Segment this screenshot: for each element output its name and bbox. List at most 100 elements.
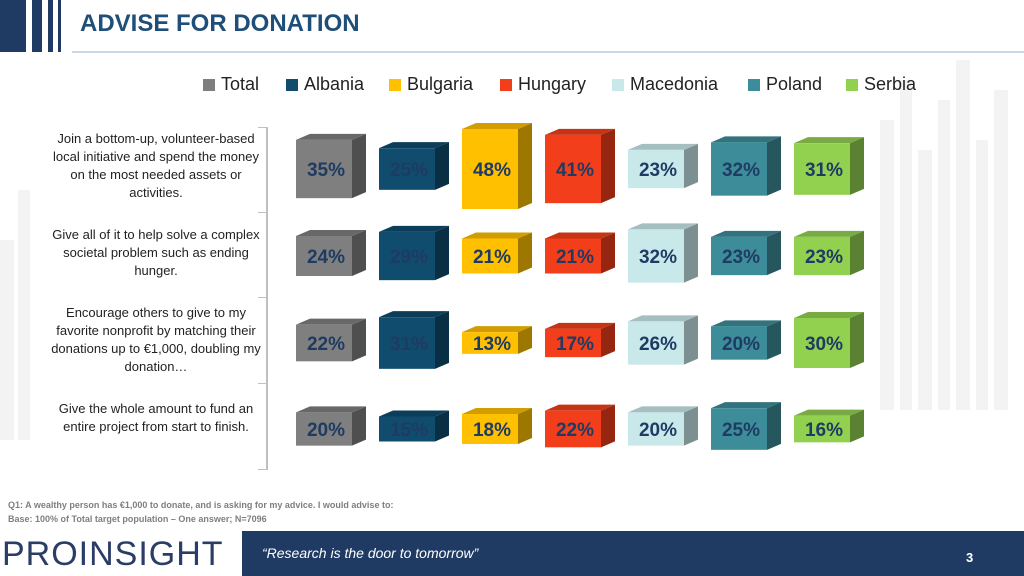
legend-label: Albania bbox=[304, 74, 365, 94]
bar-serbia-3 bbox=[794, 312, 864, 368]
bar-top bbox=[711, 402, 781, 409]
bar-side bbox=[352, 406, 366, 446]
bar-side bbox=[518, 232, 532, 274]
bar-chart: 35% 24% 22% 20% 25% 29% 31% 15% 48% 21% 13% 18% 41% 2… bbox=[296, 123, 864, 450]
data-label: 35% bbox=[307, 160, 345, 181]
bar-poland-4 bbox=[711, 402, 781, 450]
data-label: 26% bbox=[639, 334, 677, 355]
bar-front bbox=[794, 143, 850, 195]
legend-swatch bbox=[203, 78, 215, 91]
bar-total-2 bbox=[296, 230, 366, 276]
row-label-fund-project: Give the whole amount to fund an entire … bbox=[58, 401, 254, 434]
data-label: 25% bbox=[390, 160, 428, 181]
bar-front bbox=[545, 134, 601, 204]
data-label: 25% bbox=[722, 420, 760, 441]
data-label: 32% bbox=[722, 160, 760, 181]
bar-top bbox=[379, 225, 449, 232]
bar-side bbox=[518, 326, 532, 354]
legend-label: Serbia bbox=[864, 74, 917, 94]
bar-front bbox=[296, 412, 352, 446]
bar-top bbox=[545, 128, 615, 135]
bar-total-1 bbox=[296, 133, 366, 199]
bar-top bbox=[379, 311, 449, 318]
bar-side bbox=[684, 143, 698, 189]
bar-side bbox=[767, 230, 781, 276]
bar-top bbox=[296, 230, 366, 236]
bar-macedonia-3 bbox=[628, 315, 698, 365]
legend-swatch bbox=[500, 78, 512, 91]
bar-side bbox=[767, 136, 781, 196]
bar-top bbox=[794, 409, 864, 416]
corner-decoration bbox=[0, 0, 72, 52]
data-label: 20% bbox=[722, 334, 760, 355]
proinsight-logo: PROINSIGHT bbox=[2, 535, 224, 574]
legend-item-hungary: Hungary bbox=[500, 74, 586, 95]
bar-top bbox=[545, 404, 615, 411]
bar-side bbox=[435, 142, 449, 190]
data-label: 21% bbox=[556, 247, 594, 268]
bar-top bbox=[462, 123, 532, 129]
bar-albania-1 bbox=[379, 142, 449, 190]
bar-side bbox=[518, 408, 532, 444]
legend-item-total: Total bbox=[203, 74, 259, 95]
bar-front bbox=[545, 410, 601, 448]
data-label: 23% bbox=[639, 160, 677, 181]
bar-top bbox=[711, 136, 781, 143]
bar-front bbox=[628, 412, 684, 446]
data-label: 30% bbox=[805, 334, 843, 355]
data-label: 18% bbox=[473, 420, 511, 441]
row-label-local-initiative: Join a bottom-up, volunteer-based local … bbox=[53, 131, 259, 200]
bar-front bbox=[794, 415, 850, 443]
row-label-matching-donations: Encourage others to give to my favorite … bbox=[51, 305, 261, 374]
bar-hungary-1 bbox=[545, 128, 615, 204]
bar-side bbox=[850, 137, 864, 195]
bar-side bbox=[601, 322, 615, 358]
bar-total-4 bbox=[296, 406, 366, 446]
bar-poland-2 bbox=[711, 230, 781, 276]
bar-top bbox=[296, 318, 366, 325]
footer-quote: “Research is the door to tomorrow” bbox=[262, 545, 479, 561]
data-label: 22% bbox=[556, 420, 594, 441]
data-label: 15% bbox=[390, 420, 428, 441]
bar-side bbox=[850, 312, 864, 368]
bar-front bbox=[711, 408, 767, 450]
bar-macedonia-1 bbox=[628, 143, 698, 189]
data-label: 23% bbox=[722, 247, 760, 268]
chart-legend: Total Albania Bulgaria Hungary Macedonia… bbox=[0, 74, 1024, 98]
bar-macedonia-4 bbox=[628, 406, 698, 446]
bar-side bbox=[352, 318, 366, 362]
bar-front bbox=[296, 236, 352, 276]
bar-front bbox=[628, 149, 684, 189]
legend-swatch bbox=[846, 78, 858, 91]
bar-front bbox=[628, 321, 684, 365]
bar-poland-1 bbox=[711, 136, 781, 196]
bar-front bbox=[462, 414, 518, 444]
bar-side bbox=[435, 410, 449, 442]
legend-swatch bbox=[748, 78, 760, 91]
bar-top bbox=[794, 312, 864, 318]
data-label: 48% bbox=[473, 160, 511, 181]
data-label: 31% bbox=[805, 160, 843, 181]
data-label: 20% bbox=[639, 420, 677, 441]
bar-front bbox=[379, 317, 435, 369]
axis-tick bbox=[258, 127, 268, 128]
bar-side bbox=[601, 232, 615, 274]
axis-tick bbox=[258, 212, 268, 213]
bar-top bbox=[296, 133, 366, 140]
legend-label: Poland bbox=[766, 74, 823, 94]
bar-side bbox=[352, 230, 366, 276]
data-label: 13% bbox=[473, 334, 511, 355]
bar-side bbox=[684, 223, 698, 283]
data-label: 21% bbox=[473, 247, 511, 268]
bar-side bbox=[684, 315, 698, 365]
bar-side bbox=[767, 320, 781, 360]
bar-hungary-4 bbox=[545, 404, 615, 448]
bar-top bbox=[628, 143, 698, 150]
bar-bulgaria-1 bbox=[462, 123, 532, 209]
bar-top bbox=[794, 230, 864, 237]
bar-front bbox=[379, 231, 435, 281]
legend-item-bulgaria: Bulgaria bbox=[389, 74, 473, 95]
bar-top bbox=[628, 315, 698, 322]
legend-label: Macedonia bbox=[630, 74, 719, 94]
bar-side bbox=[684, 406, 698, 446]
